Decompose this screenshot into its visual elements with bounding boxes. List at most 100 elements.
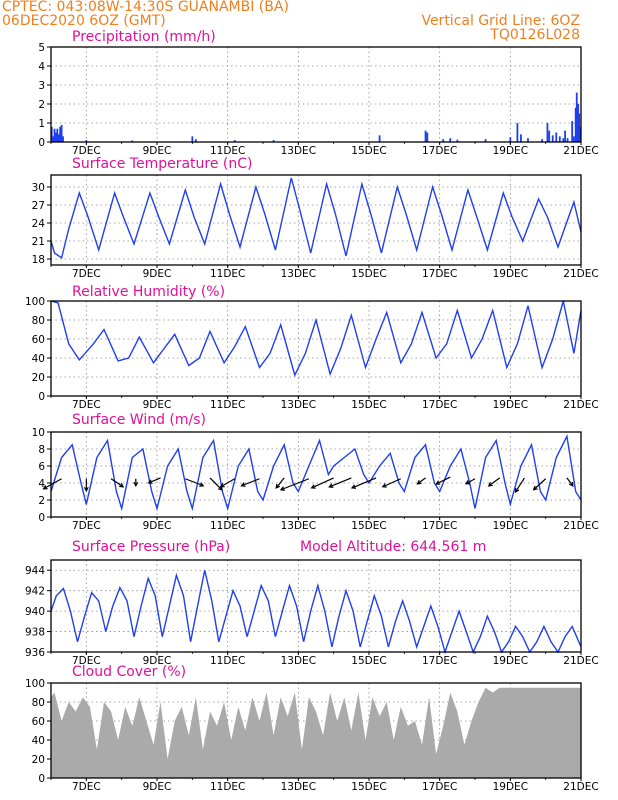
surface-wind-ytick: 10	[32, 427, 45, 439]
surface-temperature-ytick: 27	[32, 200, 45, 212]
surface-temperature-xtick: 13DEC	[281, 268, 316, 280]
surface-temperature-frame	[50, 174, 582, 266]
wind-vector	[110, 478, 124, 488]
precip-bar	[442, 139, 445, 142]
surface-pressure-xtick: 19DEC	[493, 655, 528, 667]
surface-temperature-xtick: 11DEC	[210, 268, 245, 280]
surface-pressure-xtick: 9DEC	[143, 655, 172, 667]
precip-bar	[555, 132, 558, 142]
wind-vector	[417, 477, 426, 485]
wind-vector-head	[328, 483, 334, 488]
relative-humidity-xtick: 11DEC	[210, 399, 245, 411]
wind-vector	[533, 478, 547, 491]
wind-vector-head	[217, 485, 223, 491]
precipitation-xtick: 7DEC	[72, 145, 101, 157]
surface-pressure-panel: Surface Pressure (hPa) 7DEC 9DEC 11DEC 13DEC…	[25, 539, 599, 667]
precipitation-xtick: 11DEC	[210, 145, 245, 157]
precip-bar	[55, 132, 57, 142]
surface-wind-line	[50, 434, 582, 512]
wind-vector-head	[275, 483, 281, 489]
cloud-cover-xtick: 21DEC	[563, 781, 598, 793]
precip-bar	[424, 130, 427, 142]
relative-humidity-line	[50, 300, 582, 378]
wind-vector-head	[350, 484, 357, 489]
precip-bar	[378, 135, 381, 142]
surface-wind-ytick: 6	[38, 461, 45, 473]
wind-vector-head	[279, 486, 285, 491]
precip-bar	[52, 136, 55, 142]
relative-humidity-xtick: 15DEC	[351, 399, 386, 411]
wind-vector	[329, 477, 352, 488]
precipitation-xtick: 13DEC	[281, 145, 316, 157]
surface-temperature-xtick: 15DEC	[351, 268, 386, 280]
wind-vector	[566, 477, 574, 487]
wind-vector-head	[435, 480, 441, 485]
precip-bar	[527, 138, 529, 142]
relative-humidity-frame	[50, 300, 582, 397]
cloud-cover-ytick: 20	[32, 754, 45, 766]
surface-wind-xtick: 17DEC	[422, 520, 457, 532]
wind-vector	[488, 477, 501, 487]
wind-vector	[185, 478, 204, 487]
surface-wind-xtick: 15DEC	[351, 520, 386, 532]
surface-temperature-xtick: 17DEC	[422, 268, 457, 280]
cloud-cover-ytick: 40	[32, 735, 45, 747]
surface-temperature-title: Surface Temperature (nC)	[72, 156, 253, 172]
relative-humidity-xtick: 7DEC	[72, 399, 101, 411]
precip-bar	[456, 139, 459, 142]
cloud-cover-title: Cloud Cover (%)	[72, 664, 186, 680]
wind-vector	[220, 478, 236, 488]
precip-bar	[62, 136, 64, 142]
surface-wind-panel: Surface Wind (m/s) 7DEC 9DEC 11DEC 13DEC 15DE…	[32, 412, 599, 532]
relative-humidity-xtick: 17DEC	[422, 399, 457, 411]
surface-temperature-ytick: 18	[32, 254, 45, 266]
cloud-cover-xtick: 17DEC	[422, 781, 457, 793]
surface-wind-xtick: 11DEC	[210, 520, 245, 532]
cloud-cover-xtick: 15DEC	[351, 781, 386, 793]
surface-wind-xtick: 19DEC	[493, 520, 528, 532]
cloud-cover-xtick: 9DEC	[143, 781, 172, 793]
precipitation-xtick: 15DEC	[351, 145, 386, 157]
precip-bar	[53, 128, 56, 142]
precip-bar	[551, 135, 554, 142]
surface-wind-xtick: 7DEC	[72, 520, 101, 532]
surface-temperature-xtick: 9DEC	[143, 268, 172, 280]
precip-bar	[56, 128, 59, 142]
precip-bar	[577, 104, 580, 142]
precip-bar	[131, 140, 134, 142]
precip-bar	[484, 139, 487, 142]
precipitation-ytick: 1	[38, 118, 45, 130]
wind-vector-head	[487, 482, 493, 487]
surface-wind-ytick: 0	[38, 512, 45, 524]
precip-bar	[575, 92, 578, 142]
precip-bar	[57, 134, 60, 142]
surface-pressure-xtick: 17DEC	[422, 655, 457, 667]
relative-humidity-xtick: 9DEC	[143, 399, 172, 411]
surface-pressure-ytick: 936	[25, 647, 45, 659]
wind-vector-head	[240, 482, 246, 487]
cloud-cover-xtick: 7DEC	[72, 781, 101, 793]
surface-wind-xtick: 13DEC	[281, 520, 316, 532]
precipitation-title: Precipitation (mm/h)	[72, 29, 216, 45]
wind-vector-head	[514, 487, 520, 493]
precip-bar	[272, 140, 275, 142]
precip-bar	[541, 139, 544, 142]
precip-bar	[233, 140, 236, 142]
surface-wind-xtick: 21DEC	[563, 520, 598, 532]
cloud-cover-ytick: 100	[25, 678, 45, 690]
relative-humidity-xtick: 21DEC	[563, 399, 598, 411]
precipitation-ytick: 0	[38, 137, 45, 149]
wind-vector-head	[199, 482, 205, 487]
header-datetime: 06DEC2020 6OZ (GMT)	[2, 13, 166, 29]
cloud-area	[51, 687, 581, 778]
surface-pressure-xtick: 13DEC	[281, 655, 316, 667]
surface-pressure-ytick: 942	[25, 586, 45, 598]
cloud-cover-ytick: 60	[32, 716, 45, 728]
surface-pressure-line	[50, 570, 582, 655]
wind-vector-head	[381, 483, 387, 488]
precipitation-ytick: 4	[38, 61, 45, 73]
wind-vector-head	[416, 480, 422, 485]
wind-vector	[275, 477, 285, 489]
precipitation-panel: Precipitation (mm/h)7DEC 9DEC 11DEC 13DEC 15…	[38, 29, 598, 157]
